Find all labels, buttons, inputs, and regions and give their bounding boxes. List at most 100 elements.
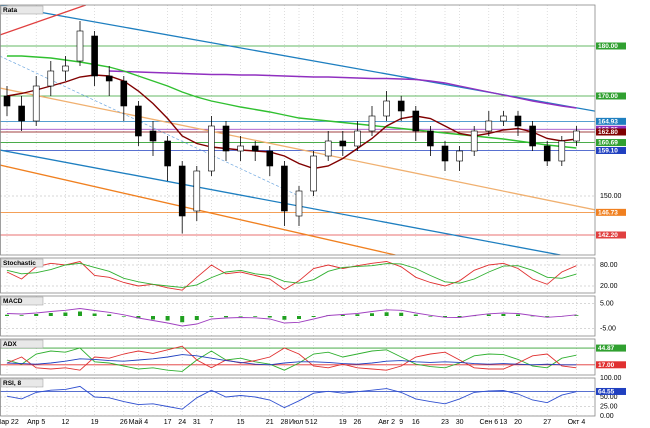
x-tick-label: 13 — [500, 419, 508, 426]
level-label: 180.00 — [598, 43, 618, 50]
panel-title-box — [0, 378, 44, 388]
level-label: 159.10 — [598, 148, 618, 155]
panel-title-box — [0, 339, 44, 349]
candle-body — [573, 130, 580, 142]
y-tick-label: 50.00 — [600, 394, 618, 401]
candle-body — [427, 130, 434, 147]
histogram-bar — [224, 316, 228, 318]
candle-body — [178, 165, 186, 217]
x-tick-label: 17 — [164, 419, 172, 426]
histogram-bar — [384, 312, 389, 316]
y-tick-label: 100.00 — [600, 375, 622, 382]
x-tick-label: 19 — [91, 419, 99, 426]
candle-body — [529, 125, 536, 147]
indicator-line — [6, 262, 577, 288]
candle-body — [441, 145, 449, 162]
x-tick-label: 19 — [339, 419, 347, 426]
histogram-bar — [370, 313, 374, 316]
level-box — [596, 344, 626, 352]
panel-title: MACD — [3, 298, 23, 305]
level-box — [596, 42, 626, 50]
candle-body — [558, 140, 566, 162]
x-tick-label: 15 — [237, 419, 245, 426]
histogram-bar — [121, 316, 126, 317]
level-label: 44.87 — [598, 345, 615, 352]
histogram-bar — [399, 312, 404, 316]
histogram-bar — [486, 314, 491, 316]
panel-frame — [0, 257, 596, 294]
x-tick-label: 26 — [120, 419, 128, 426]
x-tick-label: 21 — [266, 419, 274, 426]
y-tick-label: 150.00 — [600, 193, 622, 200]
candle-body — [135, 105, 142, 137]
x-tick-label: Сен 6 — [479, 419, 498, 426]
candle-body — [251, 145, 259, 152]
level-box — [596, 128, 626, 136]
candle-body — [222, 125, 230, 152]
candle-body — [149, 130, 157, 142]
candle-body — [500, 115, 507, 122]
panel-frame — [0, 377, 596, 417]
panel-title-box — [0, 5, 44, 15]
histogram-bar — [545, 316, 550, 317]
histogram-bar — [530, 315, 535, 317]
histogram-bar — [5, 314, 9, 316]
level-box — [596, 139, 626, 147]
histogram-bar — [34, 314, 39, 316]
candle-body — [3, 95, 11, 107]
panel-title-box — [0, 296, 44, 306]
candle-body — [456, 150, 463, 162]
candle-body — [208, 125, 215, 172]
candle-body — [47, 70, 55, 87]
candle-body — [383, 100, 390, 117]
panel-title: RSI, 8 — [3, 380, 21, 387]
histogram-bar — [297, 316, 301, 319]
level-label: 142.20 — [598, 232, 618, 239]
ma-line — [109, 70, 577, 109]
trendline — [0, 5, 87, 36]
level-box — [596, 92, 626, 100]
histogram-bar — [194, 316, 199, 320]
level-label: 164.93 — [598, 118, 618, 125]
histogram-bar — [19, 315, 24, 316]
histogram-bar — [574, 315, 579, 316]
candle-body — [237, 145, 244, 152]
histogram-bar — [136, 316, 141, 319]
candle-body — [485, 120, 493, 132]
y-tick-label: 0.00 — [600, 413, 614, 420]
level-box — [596, 361, 626, 369]
panel-frame — [0, 338, 596, 376]
histogram-bar — [340, 315, 345, 316]
level-label: 162.80 — [598, 129, 618, 136]
histogram-bar — [78, 311, 82, 316]
panel — [0, 258, 595, 293]
candle-body — [368, 115, 376, 132]
x-tick-label: 12 — [310, 419, 318, 426]
x-tick-label: 9 — [399, 419, 403, 426]
candle-body — [62, 65, 69, 72]
indicator-line — [6, 261, 577, 291]
x-tick-label: Апр 5 — [27, 419, 45, 426]
candle-body — [266, 150, 274, 167]
level-box — [596, 387, 626, 395]
candle-body — [295, 190, 303, 217]
panel-title: Rata — [3, 7, 17, 14]
candle-body — [120, 80, 128, 107]
x-tick-label: Окт 4 — [568, 419, 586, 426]
level-box — [596, 231, 626, 239]
indicator-line — [6, 345, 577, 371]
candle-body — [412, 110, 420, 132]
indicator-line — [6, 347, 577, 372]
ma-line — [6, 74, 577, 170]
level-box — [596, 117, 626, 125]
level-label: 170.00 — [598, 93, 618, 100]
candle-body — [397, 100, 405, 112]
x-tick-label: 23 — [441, 419, 449, 426]
histogram-bar — [151, 316, 155, 320]
level-label: 17.00 — [598, 362, 615, 369]
x-tick-label: 28 — [281, 419, 289, 426]
panel-frame — [0, 4, 596, 256]
candle-body — [339, 140, 347, 147]
